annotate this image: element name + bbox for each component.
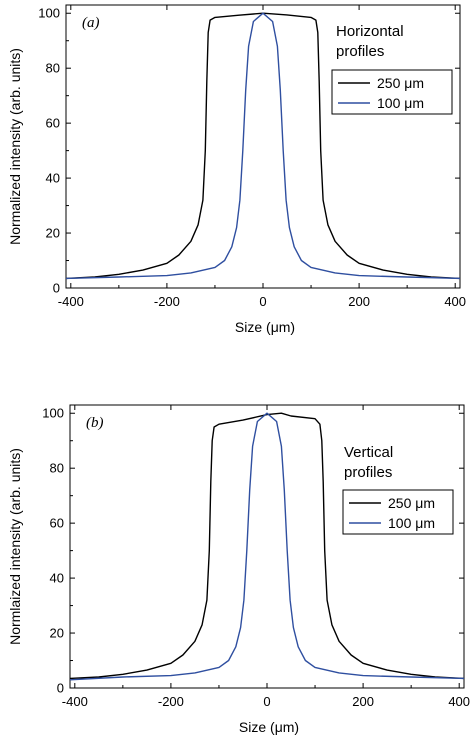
legend-label: 100 μm — [377, 95, 424, 111]
x-tick-label: -200 — [154, 294, 180, 309]
series-line-250um — [65, 12, 461, 280]
annotation-line-2: profiles — [336, 43, 384, 60]
panel-label: (a) — [82, 15, 100, 31]
y-tick-label: 40 — [50, 571, 64, 586]
plot-frame — [65, 4, 461, 289]
panel-b: -400 -200 0 200 400 0 20 40 60 80 100 Size (μm) Norm… — [7, 404, 470, 735]
legend-label: 250 μm — [377, 75, 424, 91]
x-tick-label: 200 — [352, 694, 374, 709]
y-axis-label: Normlaized intensity (arb. units) — [7, 448, 23, 645]
series-line-250um — [69, 412, 465, 680]
panel-label: (b) — [86, 415, 104, 431]
y-tick-label: 0 — [53, 281, 60, 296]
annotation-line-2: profiles — [344, 464, 392, 481]
y-tick-label: 0 — [57, 681, 64, 696]
panel-a: -400 -200 0 200 400 0 20 40 60 80 100 Size (μm) Norm… — [7, 4, 466, 335]
legend-box — [342, 489, 454, 535]
y-tick-label: 80 — [50, 461, 64, 476]
y-tick-label: 20 — [50, 626, 64, 641]
y-tick-label: 80 — [46, 61, 60, 76]
x-tick-label: 400 — [444, 294, 466, 309]
x-axis-label: Size (μm) — [239, 719, 299, 735]
x-axis-label: Size (μm) — [235, 319, 295, 335]
x-tick-label: -400 — [58, 294, 84, 309]
legend-box — [331, 69, 453, 115]
y-tick-label: 40 — [46, 171, 60, 186]
x-tick-label: -200 — [158, 694, 184, 709]
annotation-line-1: Horizontal — [336, 23, 404, 40]
y-tick-label: 60 — [50, 516, 64, 531]
legend: 250 μm 100 μm — [331, 69, 453, 115]
y-tick-label: 20 — [46, 226, 60, 241]
x-tick-label: 0 — [263, 694, 270, 709]
legend-label: 100 μm — [388, 515, 435, 531]
series-line-100um — [65, 12, 461, 280]
x-tick-label: 0 — [259, 294, 266, 309]
legend-label: 250 μm — [388, 495, 435, 511]
annotation-line-1: Vertical — [344, 444, 393, 461]
y-tick-label: 100 — [42, 406, 64, 421]
y-tick-label: 100 — [38, 6, 60, 21]
x-tick-label: 200 — [348, 294, 370, 309]
y-axis-label: Normalized intensity (arb. units) — [7, 48, 23, 245]
legend: 250 μm 100 μm — [342, 489, 454, 535]
y-tick-label: 60 — [46, 116, 60, 131]
series-line-100um — [69, 412, 465, 681]
x-tick-label: -400 — [62, 694, 88, 709]
x-tick-label: 400 — [448, 694, 470, 709]
plot-frame — [69, 404, 465, 689]
